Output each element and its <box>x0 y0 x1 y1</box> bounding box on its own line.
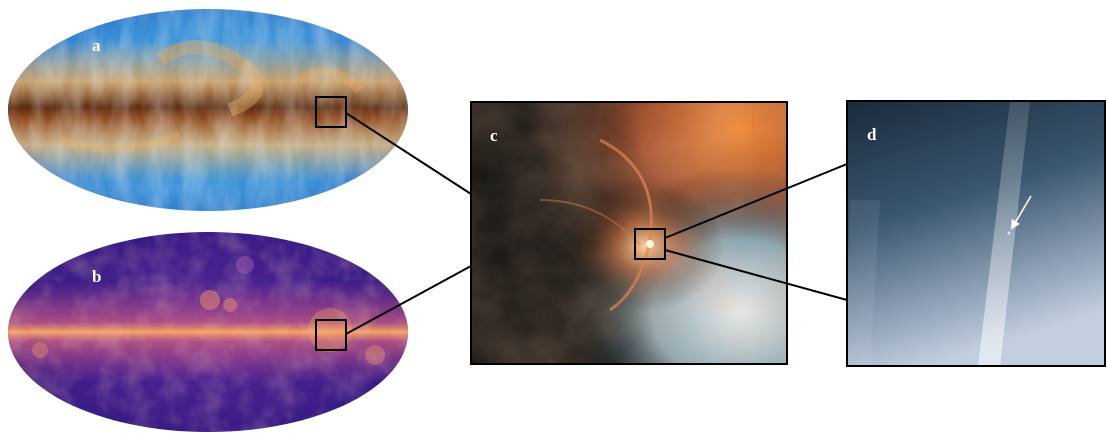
panel-b: b <box>8 232 408 432</box>
connector-a-to-c <box>345 112 472 195</box>
panel-a: a <box>8 9 408 211</box>
panel-c-label: c <box>490 126 498 145</box>
connector-b-to-c <box>345 265 472 335</box>
panel-a-zoom-box <box>315 96 347 128</box>
panel-b-zoom-box <box>315 319 347 351</box>
panel-c: c <box>470 101 788 365</box>
connector-c-to-d-top <box>664 163 848 239</box>
zoom-connectors <box>345 112 848 335</box>
arrow-icon <box>1011 195 1032 230</box>
panel-d-light-ray <box>978 101 1030 366</box>
connector-c-to-d-bottom <box>664 249 848 301</box>
panel-d-label: d <box>867 125 877 144</box>
panel-c-zoom-box <box>634 228 666 260</box>
panel-c-bright-star <box>646 240 654 248</box>
panel-b-label: b <box>92 267 101 286</box>
panel-a-label: a <box>92 36 101 55</box>
panel-d: d <box>846 100 1106 367</box>
panel-d-pale-blue-dot-image <box>847 101 1105 366</box>
panel-d-dot <box>1007 231 1011 235</box>
